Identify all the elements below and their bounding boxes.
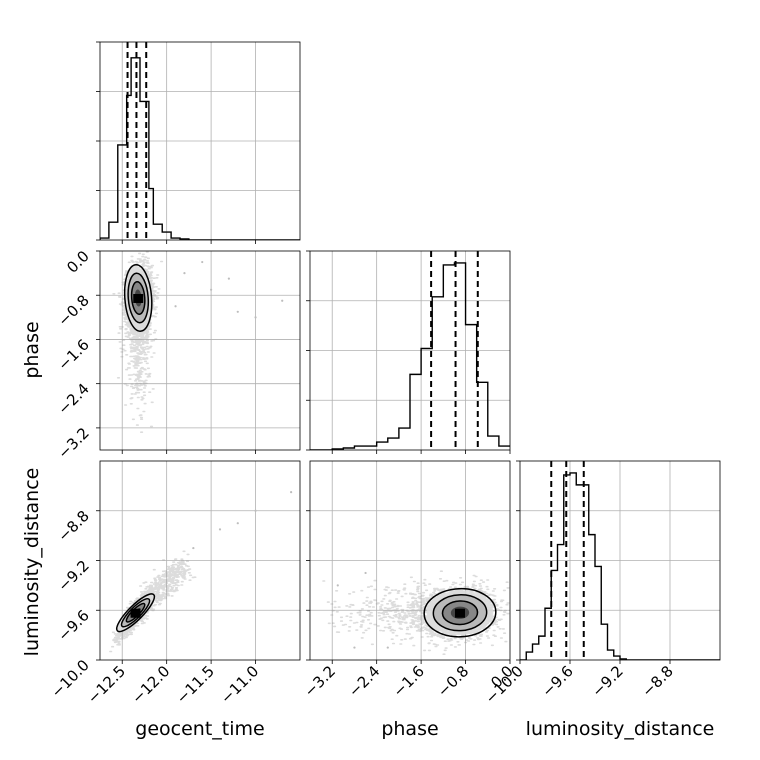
y-axis-label-phase: phase	[21, 321, 43, 378]
x-axis-label-luminosity_distance: luminosity_distance	[526, 718, 715, 740]
y-tick-label: −2.4	[54, 380, 92, 418]
contour-1	[120, 597, 151, 628]
contour-0	[115, 593, 156, 633]
x-tick-label: −0.8	[434, 662, 472, 700]
y-tick-label: −0.8	[54, 291, 92, 329]
contour-0	[123, 264, 153, 332]
scatter-point	[210, 288, 213, 291]
scatter-point	[281, 299, 284, 302]
x-tick-label: −9.2	[588, 662, 626, 700]
histogram-luminosity_distance	[520, 472, 720, 660]
panel-frame	[99, 41, 301, 241]
density-peak	[455, 608, 465, 618]
hist-panel-phase	[306, 250, 511, 454]
scatter-point	[174, 305, 177, 308]
x-tick-label: −3.2	[301, 662, 339, 700]
x-tick-label: −2.4	[345, 662, 383, 700]
x-tick-label: −12.0	[128, 662, 173, 707]
scatter-point	[254, 316, 257, 319]
scatter-point	[290, 490, 293, 494]
scatter-point	[201, 260, 204, 264]
contour-2	[441, 600, 479, 626]
y-tick-label: −3.2	[54, 424, 92, 462]
scatter-point	[336, 584, 339, 587]
x-tick-label: −1.6	[389, 662, 427, 700]
y-tick-label: −8.8	[54, 507, 92, 545]
histogram-phase	[310, 262, 510, 450]
contour-0	[423, 587, 497, 638]
scatter-point	[236, 522, 239, 525]
scatter-point	[254, 509, 257, 512]
histogram-geocent_time	[100, 57, 300, 240]
scatter-point	[227, 277, 230, 280]
contour-1	[432, 594, 488, 632]
contour-2	[130, 281, 146, 315]
scatter-point	[364, 571, 367, 575]
y-axis-label-luminosity_distance: luminosity_distance	[21, 468, 43, 657]
hist-panel-geocent_time	[96, 41, 301, 244]
density-peak	[130, 608, 141, 618]
x-tick-label: −8.8	[638, 662, 676, 700]
x-tick-label: −11.0	[217, 662, 262, 707]
panel-frame	[309, 250, 511, 451]
contour-2	[125, 602, 146, 623]
y-tick-label: 0.0	[63, 247, 93, 277]
scatter-panel-geocent_time-phase	[96, 250, 301, 454]
hist-panel-luminosity_distance	[516, 460, 721, 664]
y-tick-label: −9.2	[54, 557, 92, 595]
x-tick-label: −11.5	[173, 662, 218, 707]
density-peak	[133, 293, 144, 303]
y-tick-label: −9.6	[54, 606, 92, 644]
panel-frame	[99, 250, 301, 451]
scatter-point	[183, 272, 186, 275]
y-tick-label: −1.6	[54, 336, 92, 374]
scatter-point	[386, 646, 389, 649]
x-axis-label-phase: phase	[381, 718, 438, 740]
scatter-point	[236, 310, 239, 313]
scatter-point	[353, 646, 356, 649]
scatter-point	[192, 546, 195, 550]
scatter-point	[218, 528, 222, 531]
x-tick-label: −9.6	[538, 662, 576, 700]
contour-1	[127, 272, 150, 324]
scatter-panel-phase-luminosity_distance	[306, 460, 511, 664]
x-axis-label-geocent_time: geocent_time	[135, 718, 264, 740]
scatter-panel-geocent_time-luminosity_distance	[96, 460, 301, 664]
